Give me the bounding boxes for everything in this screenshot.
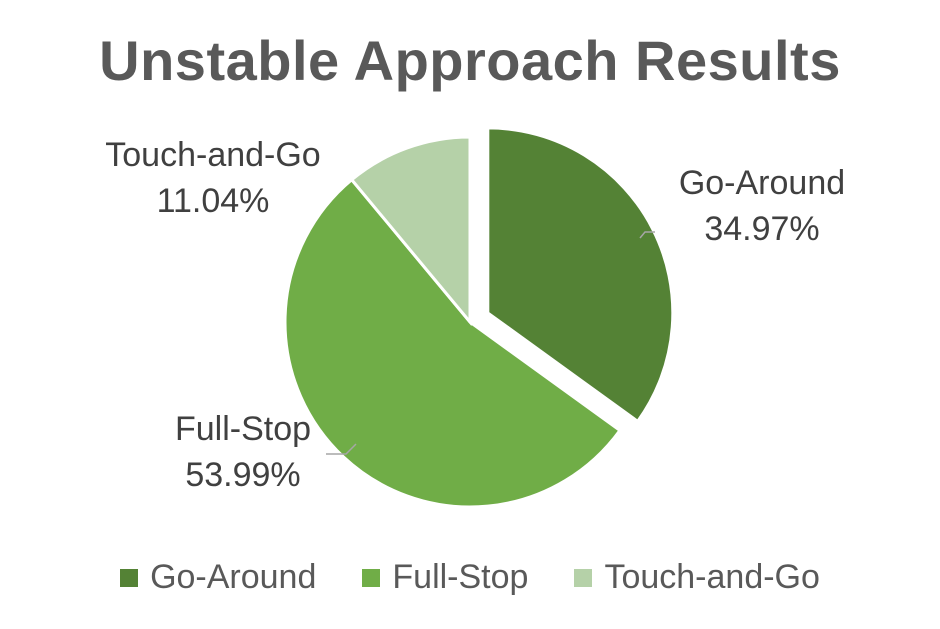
legend-label: Full-Stop [392, 558, 529, 596]
legend-swatch [120, 568, 139, 587]
legend-item-touch-and-go: Touch-and-Go [574, 558, 820, 597]
legend-swatch [362, 568, 381, 587]
leader-line-go-around [639, 231, 655, 239]
chart-title: Unstable Approach Results [99, 29, 841, 92]
legend: Go-Around Full-Stop Touch-and-Go [0, 558, 940, 597]
legend-label: Touch-and-Go [604, 558, 820, 596]
slice-value-label: 11.04% [157, 182, 270, 220]
slice-value-label: 34.97% [704, 210, 819, 248]
pie-slice-touch-and-go [349, 135, 472, 327]
slice-category-label: Go-Around [679, 164, 845, 202]
legend-item-go-around: Go-Around [120, 558, 316, 597]
slice-category-label: Touch-and-Go [105, 136, 320, 174]
pie-slice-go-around [486, 126, 675, 424]
legend-item-full-stop: Full-Stop [362, 558, 528, 597]
leader-line-full-stop [326, 443, 357, 455]
legend-label: Go-Around [150, 558, 317, 596]
slice-category-label: Full-Stop [175, 410, 311, 448]
legend-swatch [574, 568, 593, 587]
slice-value-label: 53.99% [185, 456, 300, 494]
pie-slice-full-stop [283, 177, 622, 509]
pie-plot-area: Go-Around 34.97% Full-Stop 53.99% Touch-and-… [105, 126, 845, 509]
